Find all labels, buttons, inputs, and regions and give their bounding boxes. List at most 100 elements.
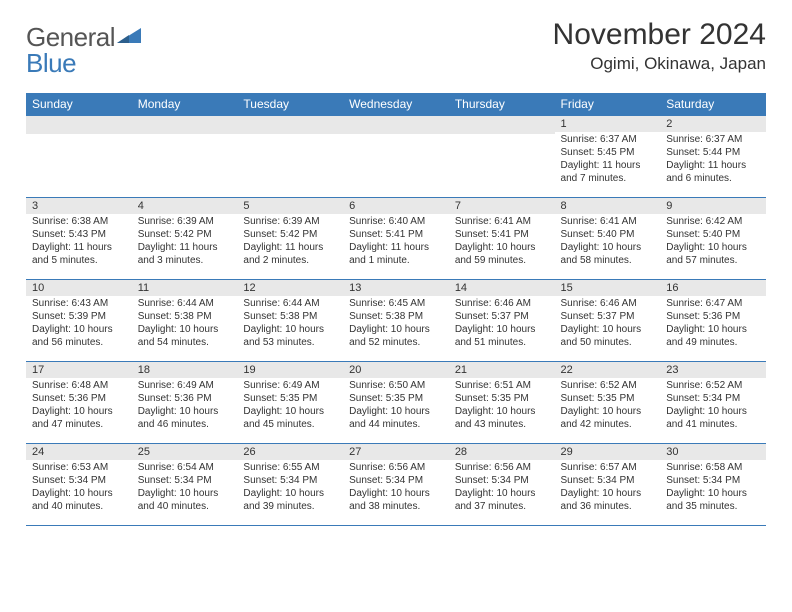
daylight-text: Daylight: 10 hours and 52 minutes. [349,323,443,349]
daylight-text: Daylight: 10 hours and 58 minutes. [561,241,655,267]
week-row: 3Sunrise: 6:38 AMSunset: 5:43 PMDaylight… [26,198,766,280]
weekday-header: Saturday [660,93,766,116]
day-cell: 16Sunrise: 6:47 AMSunset: 5:36 PMDayligh… [660,280,766,362]
daylight-text: Daylight: 10 hours and 40 minutes. [32,487,126,513]
sunrise-text: Sunrise: 6:42 AM [666,215,760,228]
day-number: 8 [555,198,661,214]
day-cell: 10Sunrise: 6:43 AMSunset: 5:39 PMDayligh… [26,280,132,362]
weekday-header: Sunday [26,93,132,116]
sunset-text: Sunset: 5:38 PM [349,310,443,323]
sunset-text: Sunset: 5:35 PM [349,392,443,405]
day-details: Sunrise: 6:56 AMSunset: 5:34 PMDaylight:… [449,460,555,515]
day-number: 20 [343,362,449,378]
daylight-text: Daylight: 10 hours and 35 minutes. [666,487,760,513]
day-cell: 4Sunrise: 6:39 AMSunset: 5:42 PMDaylight… [132,198,238,280]
day-number: 12 [237,280,343,296]
sunset-text: Sunset: 5:34 PM [666,474,760,487]
sunset-text: Sunset: 5:37 PM [455,310,549,323]
daylight-text: Daylight: 11 hours and 2 minutes. [243,241,337,267]
sunrise-text: Sunrise: 6:37 AM [561,133,655,146]
day-number: 23 [660,362,766,378]
daylight-text: Daylight: 10 hours and 42 minutes. [561,405,655,431]
daylight-text: Daylight: 10 hours and 38 minutes. [349,487,443,513]
day-number: 22 [555,362,661,378]
day-cell: 8Sunrise: 6:41 AMSunset: 5:40 PMDaylight… [555,198,661,280]
sunset-text: Sunset: 5:42 PM [243,228,337,241]
daylight-text: Daylight: 10 hours and 54 minutes. [138,323,232,349]
day-number: 6 [343,198,449,214]
sunrise-text: Sunrise: 6:56 AM [455,461,549,474]
day-number: 29 [555,444,661,460]
day-details: Sunrise: 6:42 AMSunset: 5:40 PMDaylight:… [660,214,766,269]
sunset-text: Sunset: 5:39 PM [32,310,126,323]
day-cell [132,116,238,198]
weekday-header: Thursday [449,93,555,116]
sunset-text: Sunset: 5:34 PM [243,474,337,487]
day-number: 21 [449,362,555,378]
day-number: 4 [132,198,238,214]
daylight-text: Daylight: 10 hours and 51 minutes. [455,323,549,349]
day-details: Sunrise: 6:41 AMSunset: 5:40 PMDaylight:… [555,214,661,269]
day-cell: 24Sunrise: 6:53 AMSunset: 5:34 PMDayligh… [26,444,132,526]
sunset-text: Sunset: 5:34 PM [138,474,232,487]
daylight-text: Daylight: 10 hours and 40 minutes. [138,487,232,513]
sunrise-text: Sunrise: 6:52 AM [561,379,655,392]
day-number: 25 [132,444,238,460]
sunrise-text: Sunrise: 6:41 AM [455,215,549,228]
day-cell: 28Sunrise: 6:56 AMSunset: 5:34 PMDayligh… [449,444,555,526]
sunrise-text: Sunrise: 6:56 AM [349,461,443,474]
day-number: 30 [660,444,766,460]
daylight-text: Daylight: 11 hours and 6 minutes. [666,159,760,185]
day-cell: 19Sunrise: 6:49 AMSunset: 5:35 PMDayligh… [237,362,343,444]
day-number: 19 [237,362,343,378]
day-cell: 1Sunrise: 6:37 AMSunset: 5:45 PMDaylight… [555,116,661,198]
sunset-text: Sunset: 5:40 PM [666,228,760,241]
daylight-text: Daylight: 10 hours and 39 minutes. [243,487,337,513]
sunrise-text: Sunrise: 6:39 AM [243,215,337,228]
day-details: Sunrise: 6:55 AMSunset: 5:34 PMDaylight:… [237,460,343,515]
month-title: November 2024 [553,18,766,52]
sunrise-text: Sunrise: 6:50 AM [349,379,443,392]
day-cell: 23Sunrise: 6:52 AMSunset: 5:34 PMDayligh… [660,362,766,444]
day-number: 2 [660,116,766,132]
week-row: 10Sunrise: 6:43 AMSunset: 5:39 PMDayligh… [26,280,766,362]
sunset-text: Sunset: 5:36 PM [32,392,126,405]
daylight-text: Daylight: 11 hours and 7 minutes. [561,159,655,185]
sunset-text: Sunset: 5:36 PM [138,392,232,405]
sunrise-text: Sunrise: 6:44 AM [138,297,232,310]
day-cell: 9Sunrise: 6:42 AMSunset: 5:40 PMDaylight… [660,198,766,280]
daylight-text: Daylight: 10 hours and 45 minutes. [243,405,337,431]
sunrise-text: Sunrise: 6:48 AM [32,379,126,392]
day-cell: 14Sunrise: 6:46 AMSunset: 5:37 PMDayligh… [449,280,555,362]
day-number [449,116,555,134]
day-number: 17 [26,362,132,378]
day-details: Sunrise: 6:41 AMSunset: 5:41 PMDaylight:… [449,214,555,269]
sunrise-text: Sunrise: 6:52 AM [666,379,760,392]
sunrise-text: Sunrise: 6:39 AM [138,215,232,228]
day-cell: 18Sunrise: 6:49 AMSunset: 5:36 PMDayligh… [132,362,238,444]
day-number: 16 [660,280,766,296]
day-details: Sunrise: 6:44 AMSunset: 5:38 PMDaylight:… [132,296,238,351]
day-details: Sunrise: 6:39 AMSunset: 5:42 PMDaylight:… [237,214,343,269]
sunset-text: Sunset: 5:38 PM [138,310,232,323]
day-number: 26 [237,444,343,460]
day-number [26,116,132,134]
day-details: Sunrise: 6:49 AMSunset: 5:35 PMDaylight:… [237,378,343,433]
day-details: Sunrise: 6:53 AMSunset: 5:34 PMDaylight:… [26,460,132,515]
weekday-header: Monday [132,93,238,116]
sunset-text: Sunset: 5:34 PM [666,392,760,405]
sunrise-text: Sunrise: 6:44 AM [243,297,337,310]
day-number: 5 [237,198,343,214]
day-details: Sunrise: 6:46 AMSunset: 5:37 PMDaylight:… [555,296,661,351]
daylight-text: Daylight: 11 hours and 1 minute. [349,241,443,267]
day-number: 1 [555,116,661,132]
day-cell: 15Sunrise: 6:46 AMSunset: 5:37 PMDayligh… [555,280,661,362]
day-number: 13 [343,280,449,296]
day-details: Sunrise: 6:58 AMSunset: 5:34 PMDaylight:… [660,460,766,515]
day-number: 7 [449,198,555,214]
sunset-text: Sunset: 5:34 PM [455,474,549,487]
day-details: Sunrise: 6:44 AMSunset: 5:38 PMDaylight:… [237,296,343,351]
sunrise-text: Sunrise: 6:37 AM [666,133,760,146]
sunrise-text: Sunrise: 6:43 AM [32,297,126,310]
day-details: Sunrise: 6:52 AMSunset: 5:35 PMDaylight:… [555,378,661,433]
